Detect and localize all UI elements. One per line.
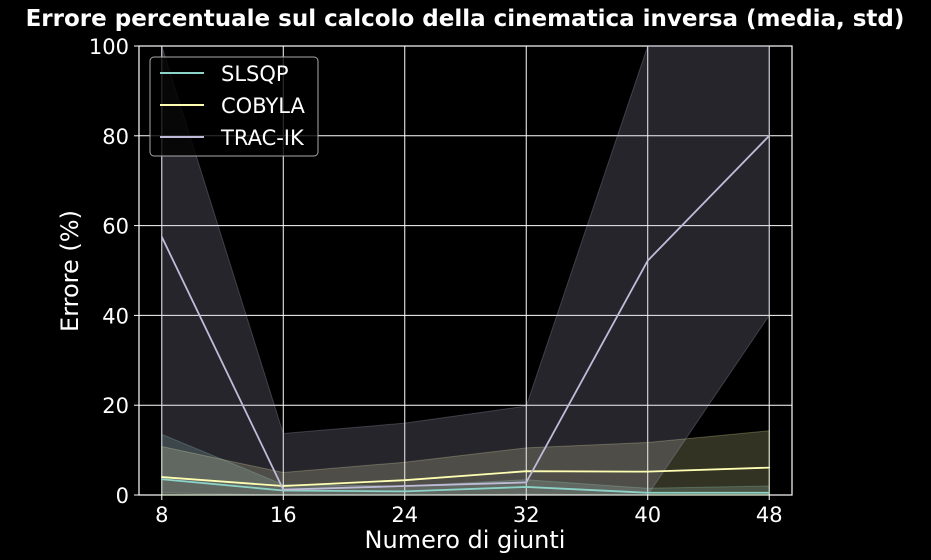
x-tick-label: 32 bbox=[513, 503, 540, 527]
x-tick-label: 16 bbox=[270, 503, 297, 527]
legend-label-trac-ik: TRAC-IK bbox=[220, 126, 305, 150]
data-point-cobyla bbox=[525, 470, 528, 473]
x-axis-label: Numero di giunti bbox=[365, 526, 566, 554]
legend-box bbox=[149, 56, 319, 157]
data-point-cobyla bbox=[646, 470, 649, 473]
legend-label-slsqp: SLSQP bbox=[221, 62, 289, 86]
y-tick-label: 100 bbox=[89, 35, 129, 59]
x-tick-label: 40 bbox=[634, 503, 661, 527]
y-tick-label: 60 bbox=[102, 215, 129, 239]
data-point-cobyla bbox=[282, 485, 285, 487]
series-line-slsqp bbox=[161, 478, 770, 494]
data-point-trac-ik bbox=[160, 236, 163, 238]
series-line-cobyla bbox=[161, 466, 770, 487]
data-point-cobyla bbox=[768, 466, 771, 469]
data-point-cobyla bbox=[160, 476, 163, 478]
series-line-trac-ik bbox=[160, 135, 770, 491]
data-point-slsqp bbox=[646, 491, 649, 494]
y-tick-label: 0 bbox=[116, 484, 129, 508]
y-ticks: 0 20 40 60 80 100 bbox=[89, 35, 139, 508]
data-point-trac-ik bbox=[646, 259, 649, 262]
series-lines bbox=[160, 135, 771, 494]
x-tick-label: 48 bbox=[756, 503, 783, 527]
y-tick-label: 40 bbox=[102, 304, 129, 328]
x-tick-label: 24 bbox=[391, 503, 418, 527]
x-tick-label: 8 bbox=[155, 503, 168, 527]
legend-label-cobyla: COBYLA bbox=[221, 94, 305, 118]
data-point-trac-ik bbox=[403, 485, 406, 487]
y-tick-label: 20 bbox=[102, 394, 129, 418]
y-tick-label: 80 bbox=[102, 125, 129, 149]
data-point-slsqp bbox=[403, 490, 406, 493]
data-point-trac-ik bbox=[282, 488, 285, 491]
data-point-slsqp bbox=[160, 478, 163, 481]
data-point-trac-ik bbox=[768, 135, 771, 137]
y-axis-label: Errore (%) bbox=[56, 210, 84, 332]
data-point-cobyla bbox=[403, 479, 406, 481]
legend: SLSQP COBYLA TRAC-IK bbox=[149, 56, 319, 157]
x-ticks: 8 16 24 32 40 48 bbox=[155, 495, 783, 527]
chart-title: Errore percentuale sul calcolo della cin… bbox=[26, 6, 905, 32]
data-point-slsqp bbox=[768, 491, 771, 494]
data-point-trac-ik bbox=[525, 481, 528, 484]
data-point-slsqp bbox=[525, 486, 528, 488]
